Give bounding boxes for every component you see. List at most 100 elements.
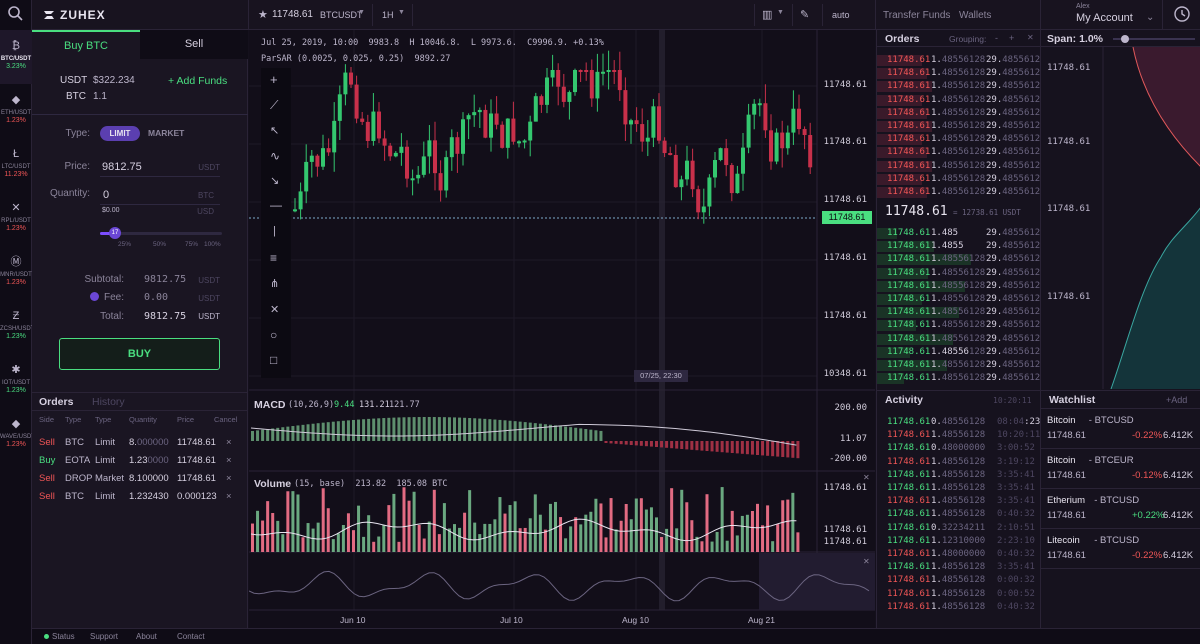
market-item-3[interactable]: ✕ RPL/USDT 1.23% — [0, 192, 32, 246]
grouping-minus-button[interactable]: - — [995, 33, 998, 43]
chevron-down-icon[interactable]: ▼ — [777, 9, 784, 16]
scale-mode[interactable]: auto — [832, 10, 850, 20]
fib-tool-icon[interactable]: ✕ — [270, 304, 280, 316]
market-item-0[interactable]: ₿ BTC/USDT 3.23% — [0, 30, 32, 84]
quantity-input[interactable]: 0 — [103, 189, 110, 201]
bid-row[interactable]: 11748.61 1.4855 29.48556128 — [877, 240, 1046, 253]
tab-buy[interactable]: Buy BTC — [32, 30, 140, 59]
bid-row[interactable]: 11748.61 1.48556128 29.48556128 — [877, 253, 1046, 266]
hline-tool-icon[interactable]: — — [270, 198, 282, 212]
bid-row[interactable]: 11748.61 1.48556128 29.48556128 — [877, 306, 1046, 319]
bid-row[interactable]: 11748.61 1.48556128 29.48556128 — [877, 359, 1046, 372]
about-link[interactable]: About — [136, 632, 157, 641]
chevron-down-icon[interactable]: ▼ — [398, 9, 405, 16]
star-icon[interactable]: ★ — [258, 9, 268, 21]
buy-button[interactable]: BUY — [59, 338, 220, 370]
tab-sell[interactable]: Sell — [140, 30, 248, 59]
bid-row[interactable]: 11748.61 1.48556128 29.48556128 — [877, 319, 1046, 332]
pair-select[interactable]: BTCUSDT — [320, 10, 363, 20]
price-chart[interactable]: Jul 25, 2019, 10:00 9983.8 H 10046.8. L … — [249, 30, 875, 628]
bid-row[interactable]: 11748.61 1.48556128 29.48556128 — [877, 293, 1046, 306]
chart-type-icon[interactable]: ▥ — [762, 9, 773, 21]
add-funds-link[interactable]: + Add Funds — [168, 75, 228, 87]
market-item-7[interactable]: ◆ WAVE/USDT 1.23% — [0, 408, 35, 462]
crosshair-tool-icon[interactable]: + — [270, 72, 278, 87]
bid-row[interactable]: 11748.61 1.485 29.48556128 — [877, 227, 1046, 240]
wallets-link[interactable]: Wallets — [959, 10, 992, 21]
bid-row[interactable]: 11748.61 1.48556128 29.48556128 — [877, 267, 1046, 280]
chevron-down-icon[interactable]: ⌄ — [1146, 12, 1155, 23]
market-item-1[interactable]: ◆ ETH/USDT 1.23% — [0, 84, 32, 138]
bid-row[interactable]: 11748.61 1.48556128 29.48556128 — [877, 280, 1046, 293]
span-slider[interactable] — [1113, 35, 1195, 43]
tab-history[interactable]: History — [92, 396, 125, 408]
book-total-dim: 48556128 — [1002, 254, 1046, 265]
type-market-button[interactable]: MARKET — [148, 128, 185, 138]
slider-handle[interactable]: 17 — [109, 227, 121, 239]
market-item-2[interactable]: Ł LTC/USDT 11.23% — [0, 138, 32, 192]
watchlist-item[interactable]: Etherium - BTCUSD 11748.61 +0.22% 6.412K — [1041, 489, 1200, 529]
close-book-icon[interactable]: ✕ — [1027, 33, 1034, 42]
circle-tool-icon[interactable]: ○ — [270, 328, 278, 342]
bid-row[interactable]: 11748.61 1.48556128 29.48556128 — [877, 346, 1046, 359]
account-menu[interactable]: My Account — [1076, 12, 1133, 24]
watchlist-item[interactable]: Litecoin - BTCUSD 11748.61 -0.22% 6.412K — [1041, 529, 1200, 569]
price-axis-label: 11748.61 — [823, 253, 867, 263]
span-slider-handle[interactable] — [1121, 35, 1129, 43]
cancel-order-icon[interactable]: × — [226, 455, 232, 466]
status-link[interactable]: Status — [52, 632, 75, 641]
market-item-4[interactable]: Ⓜ MNR/USDT 1.23% — [0, 246, 32, 300]
close-volume-icon[interactable]: ✕ — [863, 473, 870, 482]
interval-select[interactable]: 1H — [382, 10, 394, 20]
contact-link[interactable]: Contact — [177, 632, 205, 641]
vline-tool-icon[interactable]: | — [273, 225, 276, 237]
market-item-6[interactable]: ✱ IOT/USDT 1.23% — [0, 354, 32, 408]
watchlist-item[interactable]: Bitcoin - BTCEUR 11748.61 -0.12% 6.412K — [1041, 449, 1200, 489]
close-navigator-icon[interactable]: ✕ — [863, 557, 870, 566]
curve-tool-icon[interactable]: ∿ — [270, 149, 281, 163]
orders-header-5: Cancel — [214, 415, 238, 424]
fee-info-icon[interactable] — [90, 292, 99, 301]
price-input[interactable]: 9812.75 — [102, 161, 142, 173]
bid-row[interactable]: 11748.61 1.48556128 29.48556128 — [877, 333, 1046, 346]
pitchfork-tool-icon[interactable]: ⋔ — [270, 278, 280, 290]
support-link[interactable]: Support — [90, 632, 119, 641]
search-icon[interactable] — [0, 0, 32, 28]
cancel-order-icon[interactable]: × — [226, 437, 232, 448]
watchlist-add-button[interactable]: +Add — [1166, 395, 1188, 405]
book-qty-main: 1. — [931, 147, 942, 158]
arrow-tool-icon[interactable]: ↘ — [270, 175, 280, 187]
ray-tool-icon[interactable]: ↖ — [270, 125, 280, 137]
chevron-down-icon[interactable]: ▼ — [358, 9, 365, 16]
grouping-plus-button[interactable]: + — [1009, 33, 1015, 43]
quantity-slider[interactable]: 17 — [100, 226, 222, 240]
book-qty: 1.48556128 — [931, 55, 985, 65]
book-qty-dim: 48556128 — [941, 187, 986, 197]
channel-tool-icon[interactable]: ≡ — [270, 251, 278, 265]
watch-price: 11748.61 — [1047, 510, 1086, 521]
transfer-funds-link[interactable]: Transfer Funds — [883, 10, 951, 21]
chart-canvas[interactable] — [249, 30, 875, 628]
bid-row[interactable]: 11748.61 1.48556128 29.48556128 — [877, 372, 1046, 385]
line-tool-icon[interactable]: ⟋ — [270, 98, 279, 112]
cancel-order-icon[interactable]: × — [226, 491, 232, 502]
rectangle-tool-icon[interactable]: □ — [270, 353, 278, 367]
watchlist-item[interactable]: Bitcoin - BTCUSD 11748.61 -0.22% 6.412K — [1041, 409, 1200, 449]
market-item-5[interactable]: Ƶ ZCSH/USDT 1.23% — [0, 300, 34, 354]
pencil-icon[interactable]: ✎ — [800, 9, 810, 21]
clock-icon[interactable] — [1172, 4, 1192, 27]
tab-orders[interactable]: Orders — [39, 396, 74, 408]
type-limit-button[interactable]: LIMIT — [100, 126, 140, 141]
cancel-order-icon[interactable]: × — [226, 473, 232, 484]
